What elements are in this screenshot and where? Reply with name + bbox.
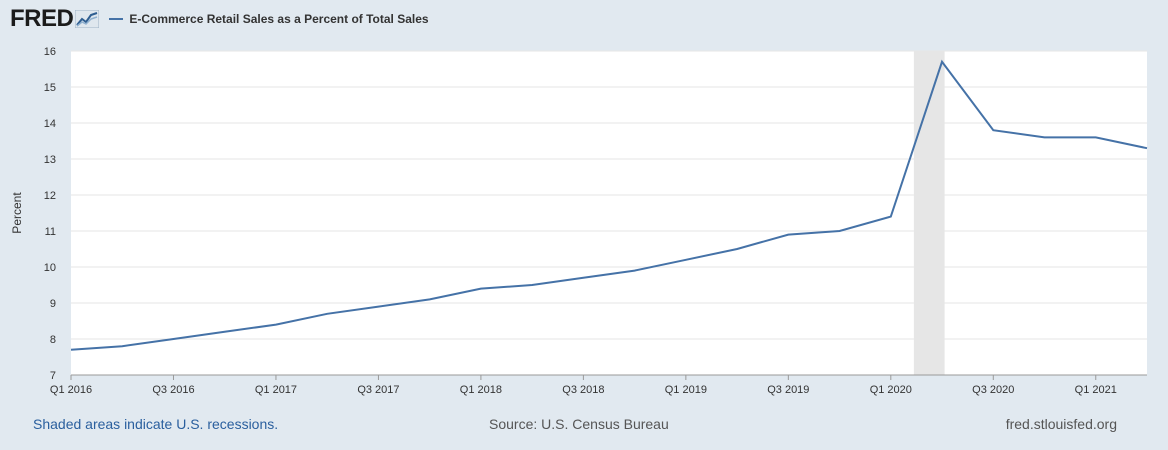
y-tick-label: 7 xyxy=(50,370,56,382)
recession-shading xyxy=(913,51,945,375)
y-tick-label: 15 xyxy=(44,82,56,94)
y-tick-label: 14 xyxy=(44,118,56,130)
x-tick-label: Q3 2016 xyxy=(152,384,194,396)
x-tick-label: Q3 2017 xyxy=(357,384,399,396)
y-tick-label: 12 xyxy=(44,190,56,202)
y-tick-label: 11 xyxy=(45,226,56,238)
x-tick-label: Q3 2020 xyxy=(972,384,1014,396)
x-tick-label: Q3 2018 xyxy=(562,384,604,396)
x-tick-label: Q1 2020 xyxy=(870,384,912,396)
gridlines xyxy=(71,50,1147,376)
recession-note-link[interactable]: Shaded areas indicate U.S. recessions. xyxy=(33,416,279,432)
chart-footer: Shaded areas indicate U.S. recessions. S… xyxy=(0,416,1168,436)
site-url[interactable]: fred.stlouisfed.org xyxy=(1005,416,1117,432)
series-line[interactable] xyxy=(70,59,1148,351)
x-tick-label: Q3 2019 xyxy=(767,384,809,396)
x-tick-label: Q1 2016 xyxy=(50,384,92,396)
y-tick-label: 16 xyxy=(44,46,56,58)
legend-label: E-Commerce Retail Sales as a Percent of … xyxy=(129,12,429,26)
y-tick-label: 13 xyxy=(44,154,56,166)
source-text: Source: U.S. Census Bureau xyxy=(489,416,669,432)
y-tick-label: 8 xyxy=(50,334,56,346)
legend-swatch xyxy=(109,18,124,20)
x-tick-label: Q1 2018 xyxy=(460,384,502,396)
y-tick-label: 9 xyxy=(50,298,56,310)
x-axis-ticks: Q1 2016 Q3 2016 Q1 2017 Q3 2017 Q1 2018 Q3 20… xyxy=(50,375,1117,396)
fred-logo[interactable]: FRED xyxy=(10,5,100,33)
y-tick-label: 10 xyxy=(44,262,56,274)
x-tick-label: Q1 2017 xyxy=(255,384,297,396)
y-axis-ticks: 7 8 9 10 11 12 13 14 15 16 xyxy=(44,46,56,382)
fred-logo-text: FRED xyxy=(10,5,74,32)
chart-legend[interactable]: E-Commerce Retail Sales as a Percent of … xyxy=(109,12,429,26)
plot-area xyxy=(71,51,1147,375)
x-tick-label: Q1 2021 xyxy=(1075,384,1117,396)
chart-header: FRED E-Commerce Retail Sales as a Percen… xyxy=(10,5,429,33)
fred-logo-chart-icon xyxy=(75,10,100,28)
x-tick-label: Q1 2019 xyxy=(665,384,707,396)
y-axis-label: Percent xyxy=(10,192,24,234)
